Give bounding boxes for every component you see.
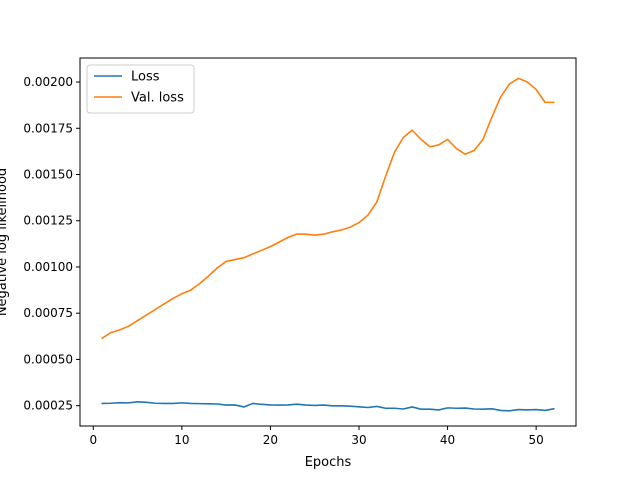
y-tick-label: 0.00200 — [23, 75, 73, 89]
x-axis-label: Epochs — [305, 455, 352, 470]
y-tick-label: 0.00150 — [23, 168, 73, 182]
legend-label: Loss — [131, 70, 160, 85]
x-tick-label: 0 — [89, 433, 97, 447]
series-layer — [101, 77, 555, 412]
x-tick-label: 30 — [351, 433, 366, 447]
y-tick-label: 0.00075 — [23, 306, 73, 320]
y-tick-label: 0.00125 — [23, 214, 73, 228]
x-tick-label: 10 — [174, 433, 189, 447]
series-line-2 — [101, 77, 555, 339]
y-axis-label: Negative log likelihood — [0, 168, 10, 316]
legend-label: Val. loss — [131, 91, 184, 106]
plot-frame — [79, 57, 577, 427]
series-line-1 — [101, 400, 555, 412]
y-axis: 0.00025 0.00050 0.00075 0.00100 0.00125 0.001… — [23, 75, 80, 413]
y-tick-label: 0.00050 — [23, 352, 73, 366]
y-tick-label: 0.00100 — [23, 260, 73, 274]
x-tick-label: 20 — [263, 433, 278, 447]
legend: Loss Val. loss — [86, 64, 195, 114]
y-tick-label: 0.00025 — [23, 399, 73, 413]
y-tick-label: 0.00175 — [23, 121, 73, 135]
x-axis: 0 10 20 30 40 50 — [89, 426, 544, 447]
x-tick-label: 40 — [440, 433, 455, 447]
legend-box — [86, 64, 195, 114]
x-tick-label: 50 — [529, 433, 544, 447]
axes-layer — [79, 57, 577, 427]
